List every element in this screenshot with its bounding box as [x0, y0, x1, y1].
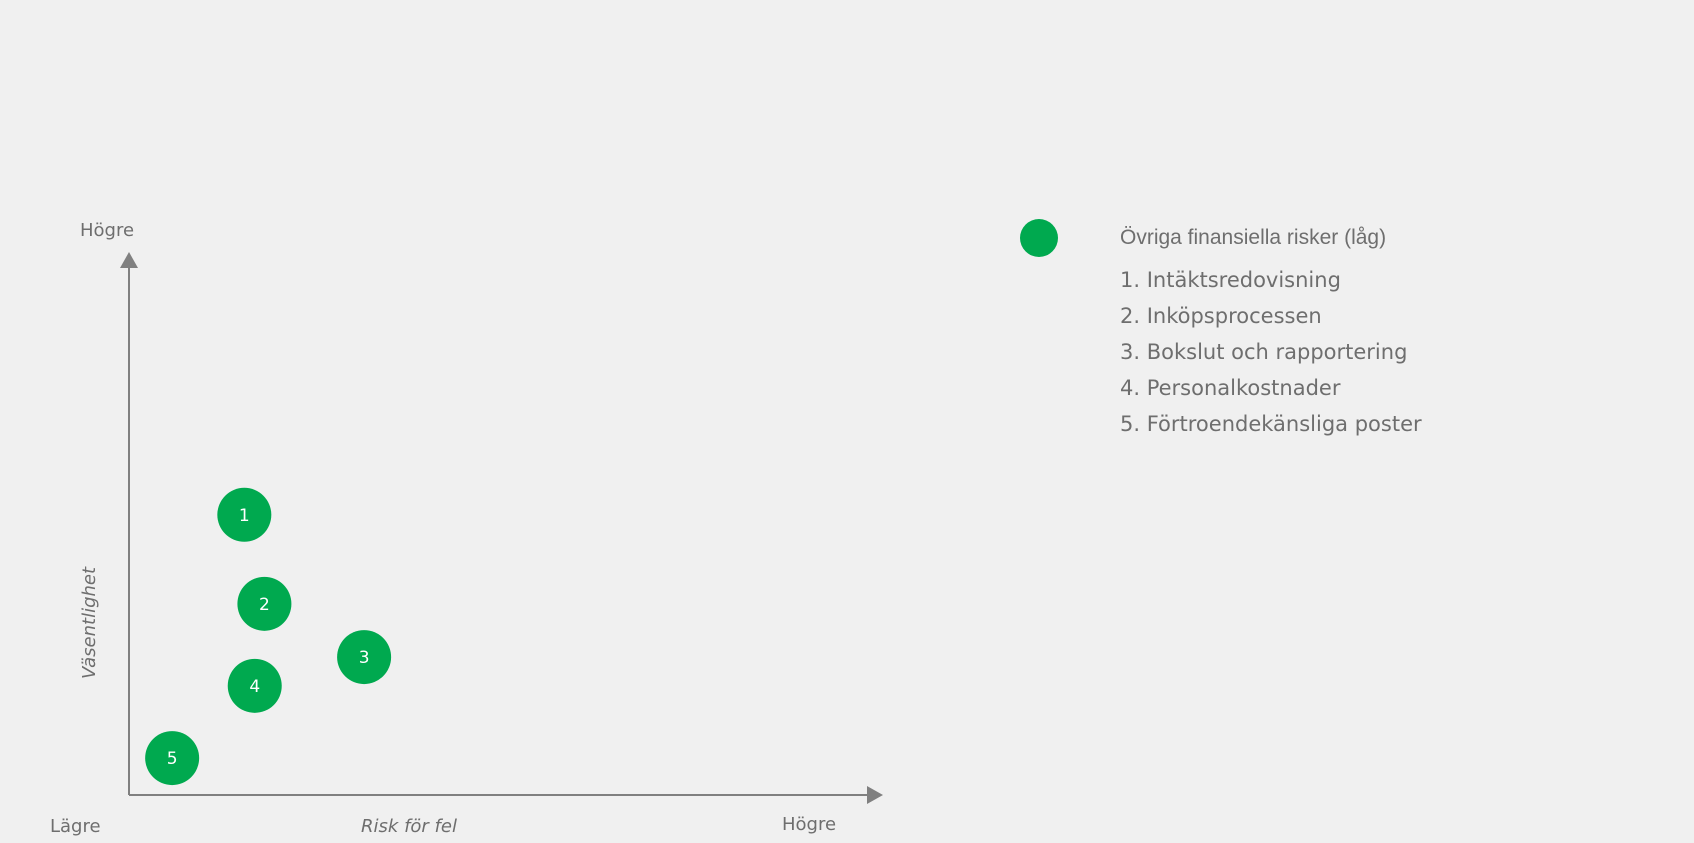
- data-point-5: [145, 731, 200, 786]
- data-point-3: [337, 630, 392, 685]
- legend-series-label: Övriga finansiella risker (låg): [1120, 226, 1387, 249]
- x-axis-title: Risk för fel: [361, 816, 457, 837]
- data-point-label-1: 1: [239, 506, 250, 526]
- data-point-1: [217, 487, 272, 542]
- x-axis-low-label: Lägre: [50, 816, 101, 837]
- axes: [120, 252, 883, 804]
- x-axis-arrow: [867, 786, 883, 804]
- legend-item: 1. Intäktsredovisning: [1120, 268, 1341, 292]
- data-point-label-3: 3: [359, 648, 370, 668]
- data-points: 1 2 3 4 5: [145, 487, 392, 786]
- data-point-2: [237, 576, 292, 631]
- chart-panel: Högre Lägre Risk för fel Högre Väsentlig…: [7, 0, 1694, 843]
- data-point-4: [227, 658, 282, 713]
- legend-item: 3. Bokslut och rapportering: [1120, 340, 1408, 364]
- legend-item: 5. Förtroendekänsliga poster: [1120, 412, 1422, 436]
- data-point-label-2: 2: [259, 595, 270, 615]
- x-axis-high-label: Högre: [782, 814, 836, 835]
- legend-item: 4. Personalkostnader: [1120, 376, 1341, 400]
- legend-marker-icon: [1020, 219, 1058, 257]
- y-axis-title: Väsentlighet: [79, 566, 100, 679]
- y-axis-high-label: Högre: [80, 220, 134, 241]
- data-point-label-5: 5: [167, 749, 178, 769]
- data-point-label-4: 4: [249, 677, 260, 697]
- y-axis-arrow: [120, 252, 138, 268]
- risk-matrix-chart: Högre Lägre Risk för fel Högre Väsentlig…: [50, 220, 883, 837]
- legend-item: 2. Inköpsprocessen: [1120, 304, 1322, 328]
- legend-list: 1. Intäktsredovisning 2. Inköpsprocessen…: [1120, 262, 1422, 442]
